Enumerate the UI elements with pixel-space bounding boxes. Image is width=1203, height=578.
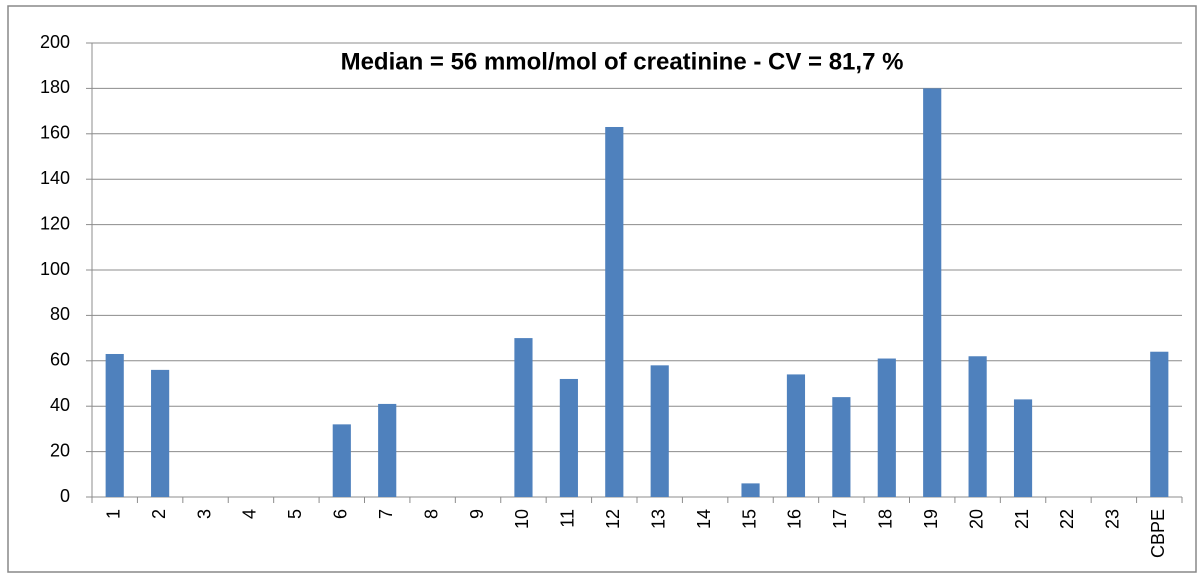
- x-tick-label: 13: [648, 509, 668, 529]
- bar: [105, 353, 124, 497]
- x-tick-label: 21: [1012, 509, 1032, 529]
- x-tick-label: 11: [558, 509, 578, 528]
- x-tick-label: 2: [149, 509, 169, 519]
- x-tick-label: 23: [1103, 509, 1123, 529]
- bar: [968, 356, 987, 497]
- x-tick-label: 18: [876, 509, 896, 529]
- y-tick-label: 40: [50, 395, 70, 415]
- y-tick-label: 180: [40, 77, 70, 97]
- x-tick-label: 14: [694, 509, 714, 529]
- y-tick-label: 120: [40, 213, 70, 233]
- x-tick-label: 1: [103, 509, 123, 519]
- bar: [378, 403, 397, 497]
- x-tick-label: 9: [467, 509, 487, 519]
- bar: [559, 378, 578, 497]
- x-tick-label: 20: [966, 509, 986, 529]
- x-tick-label: CBPE: [1148, 509, 1168, 558]
- y-tick-label: 140: [40, 168, 70, 188]
- bar: [151, 369, 170, 497]
- x-tick-label: 6: [331, 509, 351, 519]
- y-tick-label: 100: [40, 259, 70, 279]
- bar: [923, 88, 942, 498]
- bar: [741, 483, 760, 497]
- bar: [832, 397, 851, 497]
- x-tick-label: 16: [785, 509, 805, 529]
- y-tick-label: 0: [60, 486, 70, 506]
- bar: [650, 365, 669, 497]
- bar: [605, 126, 624, 498]
- x-tick-label: 19: [921, 509, 941, 529]
- x-tick-label: 7: [376, 509, 396, 519]
- chart-title: Median = 56 mmol/mol of creatinine - CV …: [341, 48, 904, 75]
- x-tick-label: 3: [194, 509, 214, 519]
- y-tick-label: 160: [40, 123, 70, 143]
- x-tick-label: 22: [1057, 509, 1077, 529]
- y-tick-label: 80: [50, 304, 70, 324]
- x-tick-label: 4: [240, 509, 260, 519]
- y-tick-label: 20: [50, 440, 70, 460]
- x-tick-label: 15: [739, 509, 759, 529]
- y-tick-label: 200: [40, 32, 70, 52]
- y-tick-label: 60: [50, 350, 70, 370]
- bar: [1150, 351, 1169, 497]
- bar: [877, 358, 896, 497]
- x-tick-label: 5: [285, 509, 305, 519]
- x-tick-label: 12: [603, 509, 623, 529]
- bar: [332, 424, 351, 497]
- x-tick-label: 10: [512, 509, 532, 529]
- x-tick-label: 17: [830, 509, 850, 529]
- bar: [1013, 399, 1033, 497]
- bar: [786, 374, 806, 497]
- chart-border: [7, 5, 1197, 573]
- bar: [514, 338, 533, 497]
- x-tick-label: 8: [421, 509, 441, 519]
